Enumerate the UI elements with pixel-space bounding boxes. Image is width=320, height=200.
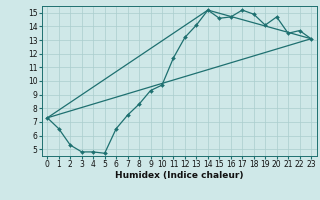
X-axis label: Humidex (Indice chaleur): Humidex (Indice chaleur) xyxy=(115,171,244,180)
